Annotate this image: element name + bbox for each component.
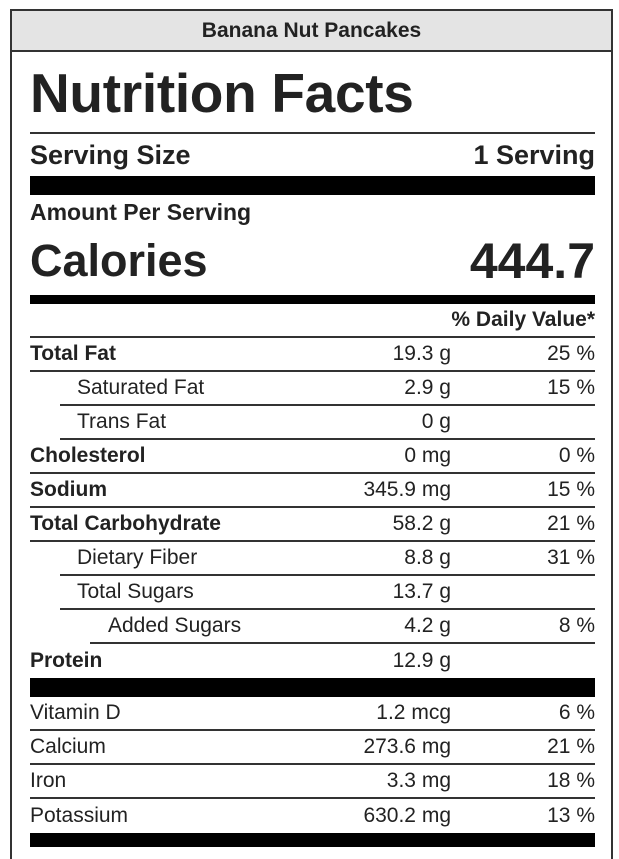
- nutrient-amount: 13.7 g: [392, 580, 451, 603]
- nutrient-daily-value: 15 %: [547, 376, 595, 399]
- vitamin-row-calcium: Calcium 273.6 mg 21 %: [30, 731, 595, 765]
- nutrient-name: Protein: [30, 649, 103, 672]
- vitamin-row-vitamin-d: Vitamin D 1.2 mcg 6 %: [30, 697, 595, 731]
- nutrient-row-cholesterol: Cholesterol 0 mg 0 %: [30, 440, 595, 474]
- nutrient-name: Sodium: [30, 478, 107, 501]
- label-body: Nutrition Facts Serving Size 1 Serving A…: [12, 52, 611, 847]
- bottom-divider: [30, 833, 595, 847]
- vitamins-divider: [30, 678, 595, 697]
- nutrient-amount: 0 mg: [404, 444, 451, 467]
- nutrient-daily-value: 31 %: [547, 546, 595, 569]
- nutrient-row-total-carbohydrate: Total Carbohydrate 58.2 g 21 %: [30, 508, 595, 542]
- vitamin-amount: 273.6 mg: [363, 735, 451, 758]
- calories-row: Calories 444.7: [30, 229, 595, 293]
- nutrient-row-trans-fat: Trans Fat 0 g: [60, 406, 595, 440]
- nutrient-row-protein: Protein 12.9 g: [30, 644, 595, 678]
- serving-size-label: Serving Size: [30, 139, 191, 170]
- vitamin-row-iron: Iron 3.3 mg 18 %: [30, 765, 595, 799]
- thick-divider: [30, 176, 595, 195]
- nutrient-amount: 19.3 g: [392, 342, 451, 365]
- nutrient-name: Saturated Fat: [77, 376, 205, 399]
- nutrient-name: Cholesterol: [30, 444, 146, 467]
- nutrient-daily-value: 8 %: [558, 614, 595, 637]
- nutrient-row-total-fat: Total Fat 19.3 g 25 %: [30, 338, 595, 372]
- vitamin-name: Calcium: [30, 735, 106, 758]
- vitamin-daily-value: 21 %: [547, 735, 595, 758]
- nutrient-amount: 8.8 g: [404, 546, 451, 569]
- nutrient-amount: 4.2 g: [404, 614, 451, 637]
- nutrient-amount: 2.9 g: [404, 376, 451, 399]
- nutrient-amount: 58.2 g: [392, 512, 451, 535]
- recipe-title: Banana Nut Pancakes: [12, 11, 611, 52]
- vitamin-daily-value: 18 %: [547, 769, 595, 792]
- nutrient-name: Total Fat: [30, 342, 116, 365]
- nutrient-daily-value: 0 %: [558, 444, 595, 467]
- serving-size-value: 1 Serving: [473, 139, 595, 170]
- nutrient-name: Dietary Fiber: [77, 546, 198, 569]
- nutrient-amount: 0 g: [421, 410, 451, 433]
- nutrient-row-total-sugars: Total Sugars 13.7 g: [60, 576, 595, 610]
- amount-per-serving: Amount Per Serving: [30, 198, 252, 225]
- nutrient-name: Total Sugars: [77, 580, 194, 603]
- vitamin-name: Vitamin D: [30, 701, 121, 724]
- vitamin-daily-value: 6 %: [558, 701, 595, 724]
- nutrient-amount: 12.9 g: [392, 649, 451, 672]
- nutrient-amount: 345.9 mg: [363, 478, 451, 501]
- daily-value-header: % Daily Value*: [30, 304, 595, 338]
- nutrient-daily-value: 15 %: [547, 478, 595, 501]
- nutrient-daily-value: 21 %: [547, 512, 595, 535]
- nutrient-row-added-sugars: Added Sugars 4.2 g 8 %: [90, 610, 595, 644]
- nutrient-name: Total Carbohydrate: [30, 512, 221, 535]
- nutrient-row-saturated-fat: Saturated Fat 2.9 g 15 %: [60, 372, 595, 406]
- nutrition-label: Banana Nut Pancakes Nutrition Facts Serv…: [10, 9, 613, 859]
- vitamin-daily-value: 13 %: [547, 804, 595, 827]
- serving-size-row: Serving Size 1 Serving: [30, 134, 595, 176]
- nutrient-row-sodium: Sodium 345.9 mg 15 %: [30, 474, 595, 508]
- nutrition-facts-heading: Nutrition Facts: [30, 52, 595, 134]
- vitamin-name: Iron: [30, 769, 67, 792]
- vitamin-amount: 3.3 mg: [386, 769, 451, 792]
- nutrient-daily-value: 25 %: [547, 342, 595, 365]
- vitamin-row-potassium: Potassium 630.2 mg 13 %: [30, 799, 595, 833]
- nutrient-name: Added Sugars: [108, 614, 242, 637]
- vitamin-name: Potassium: [30, 804, 129, 827]
- nutrient-row-dietary-fiber: Dietary Fiber 8.8 g 31 %: [60, 542, 595, 576]
- vitamin-amount: 1.2 mcg: [376, 701, 451, 724]
- calories-value: 444.7: [469, 233, 595, 289]
- medium-divider: [30, 295, 595, 304]
- calories-label: Calories: [30, 235, 208, 286]
- vitamin-amount: 630.2 mg: [363, 804, 451, 827]
- nutrient-name: Trans Fat: [77, 410, 167, 433]
